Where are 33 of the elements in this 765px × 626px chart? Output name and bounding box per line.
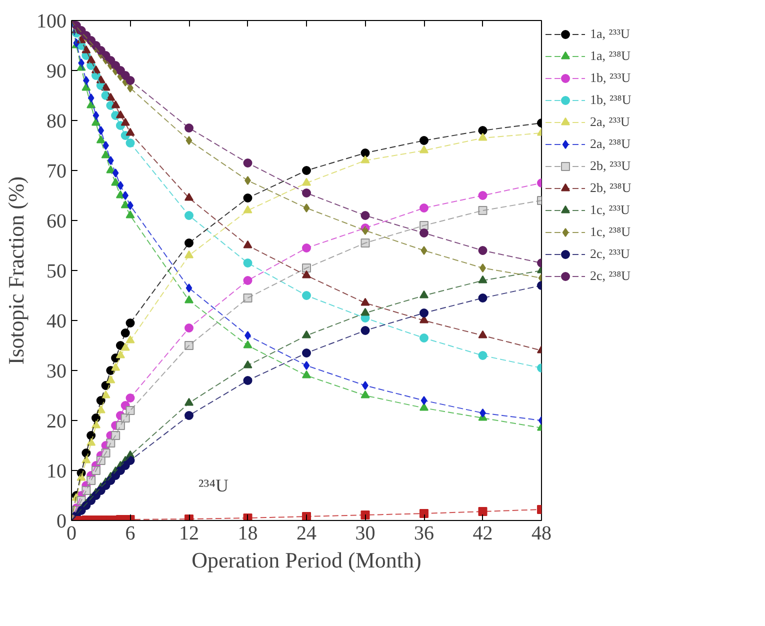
x-tick-label: 24 [296,522,316,544]
legend-label: 2c, ²³⁸U [590,268,632,284]
x-tick-label: 42 [472,522,493,544]
y-tick-label: 100 [36,10,66,32]
y-tick-label: 20 [46,410,66,432]
y-tick-label: 80 [46,110,66,132]
x-tick-label: 18 [238,522,258,544]
y-axis-title: Isotopic Fraction (%) [4,176,28,365]
annotation: ²³⁴U [198,476,228,496]
legend-label: 1b, ²³³U [590,70,632,86]
y-tick-label: 50 [46,260,66,282]
y-tick-label: 40 [46,310,66,332]
legend-label: 1c, ²³⁸U [590,224,632,240]
legend-label: 2a, ²³⁸U [590,136,632,152]
y-tick-label: 70 [46,160,66,182]
y-tick-label: 90 [46,60,66,82]
x-tick-label: 30 [355,522,376,544]
legend-label: 1b, ²³⁸U [590,92,632,108]
x-tick-label: 6 [125,522,136,544]
y-tick-label: 30 [46,360,66,382]
legend-label: 1a, ²³⁸U [590,48,632,64]
legend-label: 1a, ²³³U [590,26,631,42]
x-tick-label: 12 [179,522,199,544]
legend-label: 2b, ²³⁸U [590,180,632,196]
y-tick-label: 10 [46,460,66,482]
x-tick-label: 48 [532,522,552,544]
legend-label: 1c, ²³³U [590,202,631,218]
legend-label: 2a, ²³³U [590,114,631,130]
legend-label: 2c, ²³³U [590,246,631,262]
x-axis-title: Operation Period (Month) [192,548,422,572]
y-tick-label: 60 [46,210,66,232]
legend-label: 2b, ²³³U [590,158,632,174]
x-tick-label: 36 [414,522,434,544]
